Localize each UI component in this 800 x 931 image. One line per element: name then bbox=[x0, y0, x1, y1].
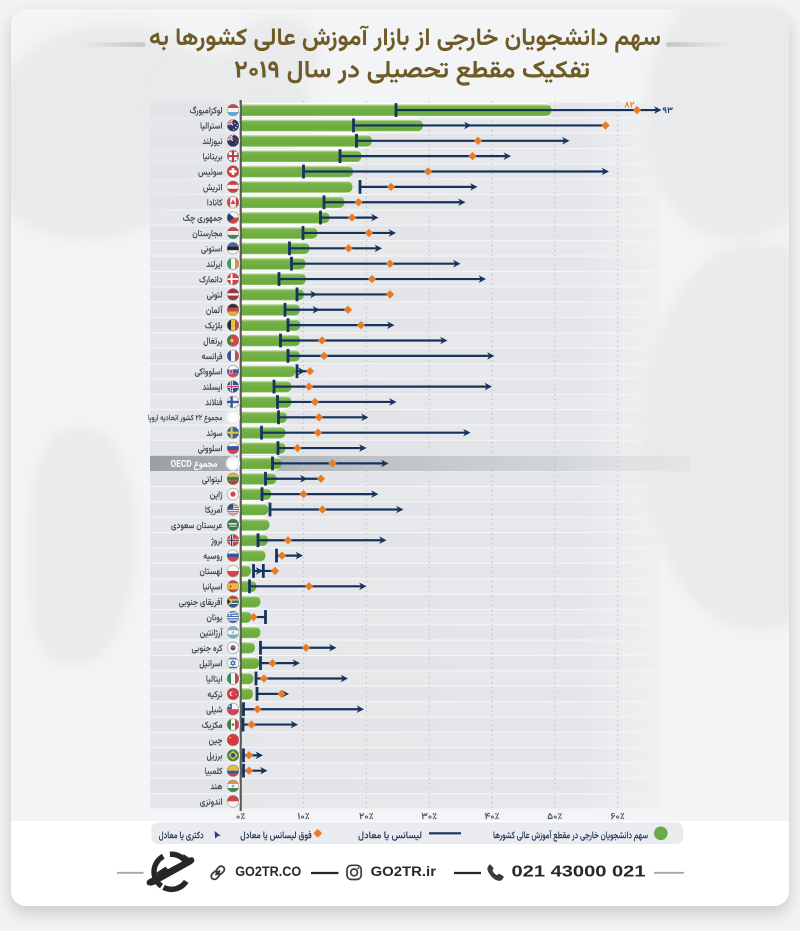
svg-text:GO2TR.ir: GO2TR.ir bbox=[371, 864, 437, 880]
svg-text:021 43000 021: 021 43000 021 bbox=[512, 864, 646, 881]
svg-text:GO2TR.CO: GO2TR.CO bbox=[235, 864, 301, 880]
